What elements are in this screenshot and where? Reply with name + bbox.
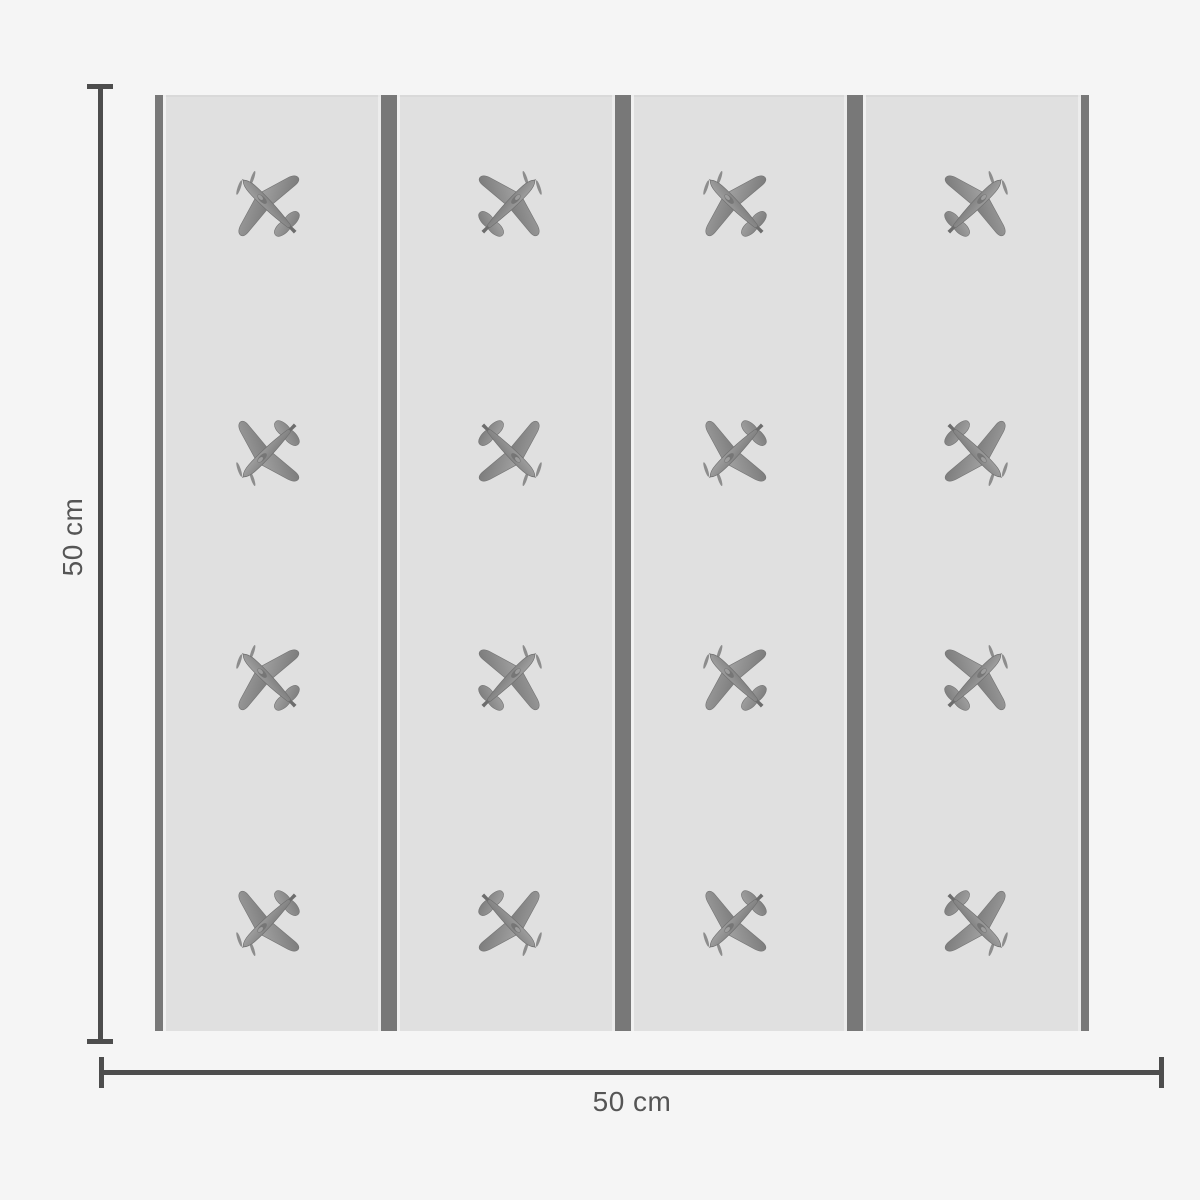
airplane-icon: [458, 635, 554, 731]
stripe: [381, 95, 397, 1031]
height-dimension-cap-top: [87, 84, 113, 89]
airplane-icon: [691, 870, 787, 966]
airplane-icon: [924, 635, 1020, 731]
airplane-icon: [924, 400, 1020, 496]
stripe: [615, 95, 631, 1031]
airplane-icon: [224, 161, 320, 257]
height-dimension-line: [98, 85, 103, 1043]
wallpaper-swatch: [155, 95, 1089, 1031]
airplane-icon: [458, 161, 554, 257]
width-dimension-label: 50 cm: [592, 1086, 672, 1117]
width-dimension-line: [101, 1070, 1163, 1075]
airplane-icon: [224, 870, 320, 966]
airplane-icon: [691, 635, 787, 731]
airplane-icon: [924, 161, 1020, 257]
airplane-icon: [924, 870, 1020, 966]
width-dimension-cap-right: [1159, 1057, 1164, 1088]
stripe: [155, 95, 163, 1031]
height-dimension-cap-bottom: [87, 1039, 113, 1044]
width-dimension-cap-left: [99, 1057, 104, 1088]
stripe: [847, 95, 863, 1031]
airplane-icon: [691, 400, 787, 496]
height-dimension-label: 50 cm: [57, 497, 88, 577]
airplane-icon: [224, 635, 320, 731]
airplane-icon: [458, 870, 554, 966]
stripe: [1081, 95, 1089, 1031]
airplane-icon: [458, 400, 554, 496]
airplane-icon: [691, 161, 787, 257]
airplane-icon: [224, 400, 320, 496]
